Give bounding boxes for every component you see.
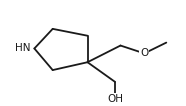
Text: O: O — [140, 48, 148, 58]
Text: HN: HN — [15, 43, 31, 54]
Text: OH: OH — [107, 94, 123, 104]
